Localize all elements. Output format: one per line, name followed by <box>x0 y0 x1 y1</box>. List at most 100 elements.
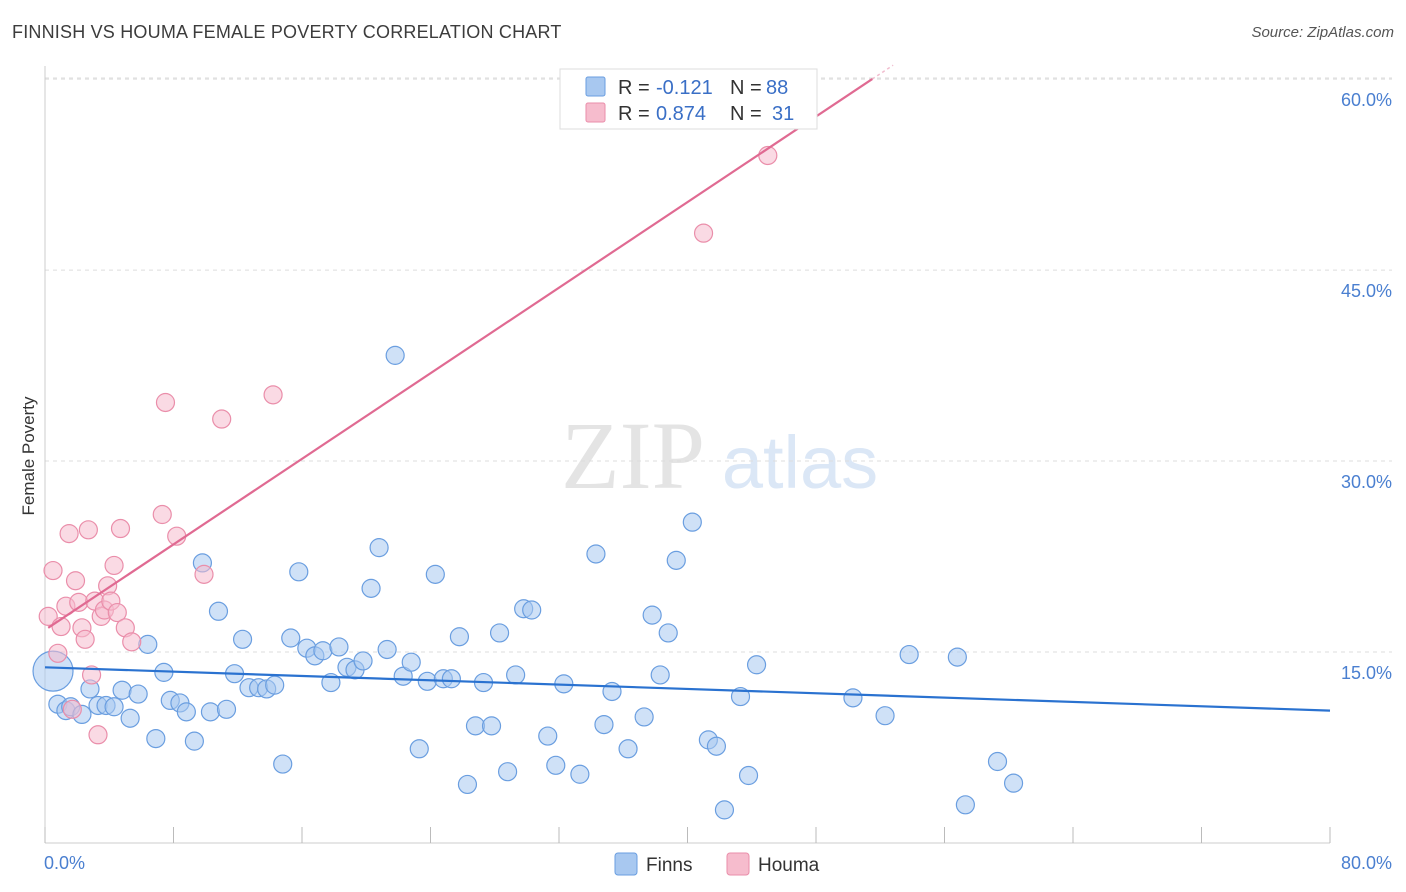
stats-n-value-finns: 88 <box>766 77 788 99</box>
point-finns-45 <box>401 652 421 672</box>
y-tick-label-15: 15.0% <box>1341 663 1392 683</box>
trend-line-houma <box>47 78 873 629</box>
point-finns-83 <box>899 644 919 665</box>
point-houma-1 <box>43 560 63 581</box>
point-houma-5 <box>59 524 79 544</box>
point-finns-31 <box>289 562 309 582</box>
y-tick-label-30: 30.0% <box>1341 472 1392 492</box>
point-houma-11 <box>78 520 98 540</box>
stats-r-label-finns: R = <box>618 77 650 99</box>
point-finns-56 <box>489 623 510 643</box>
point-finns-24 <box>232 629 253 649</box>
point-finns-20 <box>200 702 221 722</box>
point-houma-14 <box>88 725 108 745</box>
stats-r-value-finns: -0.121 <box>656 77 713 99</box>
point-finns-52 <box>457 774 478 795</box>
point-finns-12 <box>138 634 158 654</box>
point-houma-29 <box>263 385 283 405</box>
x-axis-ticks <box>44 827 1331 843</box>
x-tick-label-max: 80.0% <box>1341 853 1392 873</box>
point-houma-0 <box>38 606 58 626</box>
point-houma-19 <box>104 555 124 576</box>
point-finns-18 <box>184 731 204 751</box>
point-finns-65 <box>586 544 606 564</box>
point-finns-60 <box>522 600 542 620</box>
trend-lines <box>44 64 1331 712</box>
point-finns-68 <box>618 739 638 759</box>
point-finns-66 <box>594 714 614 735</box>
point-finns-13 <box>146 728 166 749</box>
point-houma-21 <box>110 518 131 539</box>
point-finns-58 <box>506 665 526 685</box>
chart-title: FINNISH VS HOUMA FEMALE POVERTY CORRELAT… <box>12 22 562 42</box>
y-axis-title: Female Poverty <box>19 396 38 516</box>
watermark: ZIP atlas <box>561 402 878 509</box>
point-houma-10 <box>75 629 95 649</box>
data-points <box>32 145 1024 820</box>
point-finns-39 <box>353 651 373 671</box>
point-finns-55 <box>481 716 502 736</box>
point-finns-64 <box>570 764 590 784</box>
point-finns-81 <box>843 688 863 708</box>
point-houma-12 <box>81 665 102 685</box>
watermark-atlas: atlas <box>722 421 878 504</box>
point-finns-82 <box>875 706 895 726</box>
point-finns-69 <box>634 707 654 727</box>
x-tick-label-min: 0.0% <box>44 853 85 873</box>
legend-swatch-finns <box>614 852 638 876</box>
point-finns-10 <box>120 708 140 728</box>
point-finns-34 <box>313 641 333 661</box>
point-finns-28 <box>265 675 285 695</box>
point-finns-43 <box>385 345 405 365</box>
point-finns-36 <box>329 637 349 657</box>
stats-n-label-houma: N = <box>730 103 762 125</box>
point-houma-7 <box>65 571 86 591</box>
point-houma-25 <box>155 392 176 413</box>
point-finns-53 <box>465 716 486 736</box>
point-finns-70 <box>642 605 662 625</box>
stats-n-label-finns: N = <box>730 77 762 99</box>
point-finns-50 <box>441 669 461 689</box>
point-finns-48 <box>425 564 445 584</box>
point-finns-78 <box>730 686 751 707</box>
point-finns-86 <box>987 751 1008 772</box>
stats-n-value-houma: 31 <box>772 103 794 125</box>
point-finns-17 <box>176 702 196 722</box>
point-finns-29 <box>273 754 293 774</box>
y-tick-label-45: 45.0% <box>1341 281 1392 301</box>
point-finns-72 <box>658 623 678 643</box>
trend-line-finns <box>44 666 1331 712</box>
point-finns-11 <box>128 684 148 704</box>
stats-r-value-houma: 0.874 <box>656 103 706 125</box>
gridlines <box>45 77 1392 653</box>
point-houma-20 <box>107 602 127 623</box>
point-finns-85 <box>955 795 975 815</box>
point-houma-28 <box>212 409 232 429</box>
point-finns-21 <box>208 601 229 621</box>
point-finns-80 <box>746 655 767 675</box>
point-finns-8 <box>104 697 124 717</box>
point-finns-22 <box>216 699 237 719</box>
point-houma-23 <box>122 632 142 652</box>
point-finns-77 <box>714 800 735 820</box>
point-finns-57 <box>498 762 518 782</box>
point-finns-9 <box>112 680 132 700</box>
legend: Finns Houma <box>614 852 820 876</box>
point-finns-46 <box>409 739 429 759</box>
point-finns-41 <box>369 538 389 558</box>
point-finns-71 <box>650 665 670 685</box>
point-finns-74 <box>682 512 702 532</box>
trend-line-houma-extension <box>871 64 894 80</box>
point-finns-76 <box>706 736 727 756</box>
point-finns-62 <box>546 755 566 775</box>
legend-label-houma: Houma <box>758 855 820 876</box>
point-finns-87 <box>1003 773 1024 793</box>
legend-label-finns: Finns <box>646 855 692 876</box>
legend-swatch-houma <box>726 852 750 876</box>
point-finns-73 <box>666 550 686 570</box>
point-finns-30 <box>281 628 301 648</box>
point-houma-2 <box>48 643 68 663</box>
point-finns-79 <box>738 765 759 786</box>
stats-swatch-houma <box>585 102 606 123</box>
